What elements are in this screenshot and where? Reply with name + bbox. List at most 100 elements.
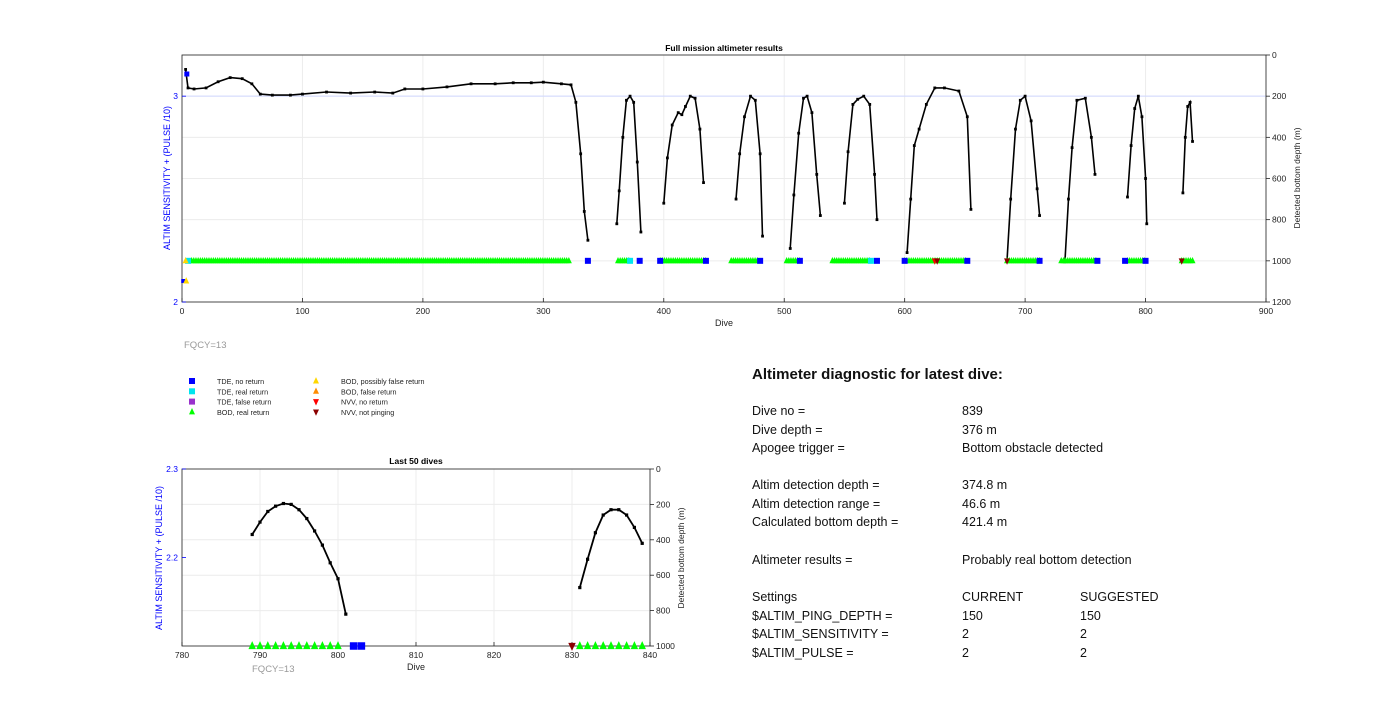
depth-point xyxy=(851,103,855,106)
y-right-tick-label: 0 xyxy=(1272,50,1277,60)
depth-point xyxy=(1183,135,1187,139)
bottom-chart-title: Last 50 dives xyxy=(389,456,443,466)
marker-triangle-up xyxy=(182,256,189,264)
x-tick-label: 300 xyxy=(536,306,550,316)
diag-value: 839 xyxy=(962,404,983,418)
y-right-tick-label: 1200 xyxy=(1272,297,1291,307)
legend-label: NVV, no return xyxy=(341,398,388,407)
legend-label: TDE, real return xyxy=(217,387,268,396)
depth-point xyxy=(1191,140,1194,143)
y-right-tick-label: 1000 xyxy=(1272,256,1291,266)
depth-point xyxy=(873,172,876,176)
depth-point xyxy=(1038,214,1041,217)
depth-point xyxy=(582,210,586,213)
x-tick-label: 400 xyxy=(657,306,671,316)
depth-point xyxy=(749,94,752,98)
depth-line xyxy=(1006,94,1041,261)
marker-triangle-up xyxy=(310,641,319,650)
marker-square xyxy=(185,257,192,264)
depth-point xyxy=(943,86,946,90)
depth-point xyxy=(684,105,687,108)
diag-label: Altimeter results = xyxy=(752,553,853,567)
depth-point xyxy=(815,172,819,176)
depth-point xyxy=(625,98,628,102)
marker-triangle-up xyxy=(583,641,592,650)
depth-point xyxy=(758,152,762,156)
depth-point xyxy=(856,97,860,101)
depth-point xyxy=(305,516,309,521)
x-tick-label: 800 xyxy=(1138,306,1152,316)
marker-square xyxy=(181,279,186,283)
depth-point xyxy=(320,543,324,547)
depth-point xyxy=(1136,94,1140,98)
y-left-tick-label: 2.2 xyxy=(166,553,178,563)
depth-point xyxy=(328,561,332,565)
depth-point xyxy=(734,197,738,201)
depth-point xyxy=(184,68,188,71)
depth-point xyxy=(1035,187,1039,191)
marker-square xyxy=(349,642,358,650)
diag-label: Calculated bottom depth = xyxy=(752,515,899,529)
depth-point xyxy=(1029,119,1033,123)
depth-point xyxy=(698,127,702,131)
marker-square xyxy=(636,257,643,264)
depth-point xyxy=(574,100,578,104)
x-tick-label: 900 xyxy=(1259,306,1273,316)
depth-point xyxy=(1093,172,1097,176)
marker-triangle-up xyxy=(576,641,584,650)
depth-point xyxy=(228,76,232,80)
depth-point xyxy=(617,189,621,193)
marker-square xyxy=(657,257,664,264)
depth-point xyxy=(578,585,582,590)
depth-point xyxy=(846,150,850,154)
setting-name: $ALTIM_PULSE = xyxy=(752,646,854,660)
marker-triangle-up xyxy=(591,641,600,650)
x-tick-label: 800 xyxy=(331,650,345,660)
legend-triangle-up xyxy=(189,408,195,415)
marker-triangle-up xyxy=(264,641,272,650)
depth-point xyxy=(969,207,973,211)
depth-point xyxy=(615,222,619,226)
diag-label: Altim detection range = xyxy=(752,497,881,511)
depth-point xyxy=(875,218,879,222)
depth-point xyxy=(297,508,301,512)
marker-triangle-up xyxy=(607,641,615,650)
depth-point xyxy=(702,181,705,185)
depth-point xyxy=(541,80,545,84)
depth-point xyxy=(1186,105,1190,108)
x-tick-label: 830 xyxy=(565,650,579,660)
y-right-tick-label: 400 xyxy=(656,535,670,545)
x-tick-label: 700 xyxy=(1018,306,1032,316)
marker-triangle-up xyxy=(256,641,264,650)
x-tick-label: 600 xyxy=(898,306,912,316)
depth-point xyxy=(373,90,377,94)
depth-point xyxy=(469,82,473,86)
depth-point xyxy=(1144,177,1147,180)
depth-line xyxy=(578,508,644,588)
diag-value: 46.6 m xyxy=(962,497,1001,511)
marker-triangle-up xyxy=(599,641,607,650)
setting-name: $ALTIM_PING_DEPTH = xyxy=(752,609,893,623)
top-chart-title: Full mission altimeter results xyxy=(665,43,783,53)
marker-square xyxy=(1036,257,1043,264)
marker-triangle-down xyxy=(1178,258,1185,265)
setting-current: 2 xyxy=(962,627,969,641)
legend-label: TDE, false return xyxy=(217,398,271,407)
depth-point xyxy=(628,94,632,98)
depth-point xyxy=(1181,191,1185,195)
marker-triangle-up xyxy=(326,641,334,650)
x-tick-label: 500 xyxy=(777,306,791,316)
y-left-tick-label: 2 xyxy=(173,297,178,307)
marker-triangle-up xyxy=(287,641,295,650)
depth-point xyxy=(805,94,809,98)
x-tick-label: 840 xyxy=(643,650,657,660)
depth-point xyxy=(258,92,262,96)
depth-point xyxy=(924,103,928,106)
top-chart-ylabel-left: ALTIM SENSITIVITY + (PULSE /10) xyxy=(162,106,172,250)
depth-point xyxy=(1133,107,1137,110)
marker-triangle-down xyxy=(934,258,941,265)
diag-value: 374.8 m xyxy=(962,478,1008,492)
marker-triangle-up xyxy=(295,641,303,650)
depth-point xyxy=(665,156,669,160)
marker-square xyxy=(1094,257,1101,264)
